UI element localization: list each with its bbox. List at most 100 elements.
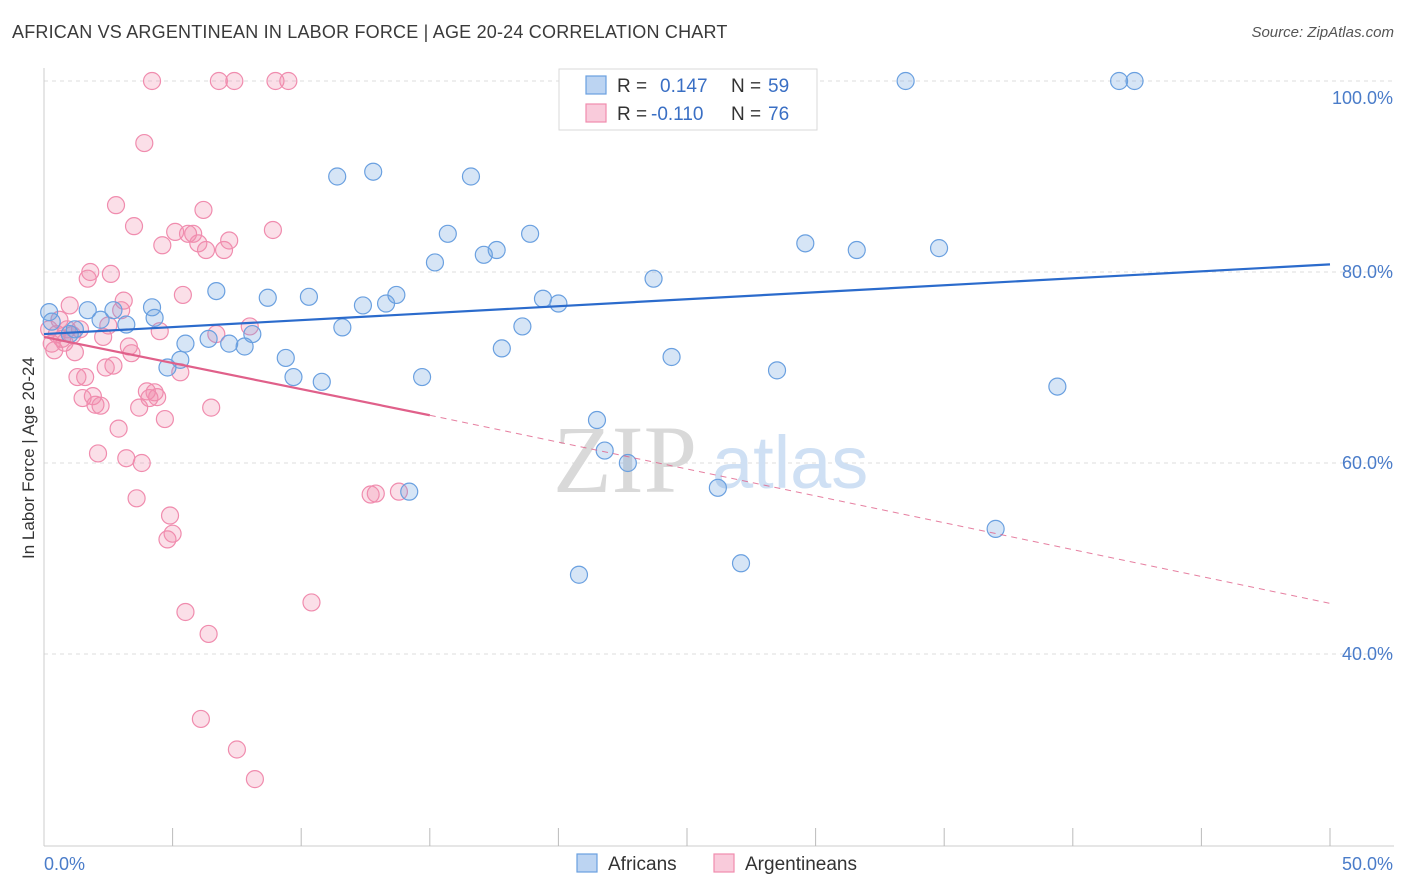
- point-africans-35: [492, 339, 511, 358]
- trend-line-africans: [43, 263, 1331, 336]
- point-argentineans-30: [117, 449, 136, 468]
- point-africans-28: [400, 482, 419, 501]
- point-africans-2: [65, 320, 84, 339]
- watermark-atlas: atlas: [712, 421, 868, 504]
- point-argentineans-19: [88, 444, 108, 463]
- point-africans-55: [1048, 377, 1067, 396]
- point-argentineans-20: [91, 396, 110, 415]
- point-argentineans-42: [148, 388, 167, 407]
- point-argentineans-40: [142, 71, 162, 91]
- point-argentineans-16: [81, 262, 100, 282]
- point-argentineans-64: [220, 231, 239, 250]
- point-africans-17: [258, 288, 277, 307]
- x-tick-label-min: 0.0%: [44, 854, 85, 874]
- series-africans: [40, 71, 1144, 584]
- point-argentineans-10: [65, 343, 84, 362]
- trend-lines: [43, 263, 1331, 604]
- legend-n-value-argentineans: 76: [768, 104, 789, 125]
- point-africans-40: [569, 565, 589, 584]
- legend-r-label-argentineans: R =: [617, 104, 647, 125]
- point-argentineans-48: [163, 524, 182, 543]
- chart-title: AFRICAN VS ARGENTINEAN IN LABOR FORCE | …: [12, 22, 728, 42]
- point-africans-54: [986, 519, 1005, 538]
- legend: R = 0.147 N = 59 R = -0.110 N = 76: [558, 68, 818, 131]
- point-africans-43: [618, 453, 637, 473]
- point-africans-58: [42, 312, 61, 331]
- point-argentineans-8: [60, 296, 79, 315]
- point-argentineans-73: [361, 485, 380, 504]
- point-africans-23: [333, 318, 352, 337]
- point-africans-11: [176, 334, 195, 353]
- point-africans-12: [199, 329, 218, 348]
- point-argentineans-12: [70, 320, 90, 339]
- y-tick-labels: 40.0% 60.0% 80.0% 100.0%: [1332, 88, 1393, 664]
- source-label: Source: ZipAtlas.com: [1251, 24, 1394, 41]
- x-ticks: [172, 828, 1331, 846]
- bottom-legend: Africans Argentineans: [576, 853, 857, 875]
- point-argentineans-54: [184, 224, 203, 243]
- point-argentineans-65: [225, 71, 244, 91]
- y-axis-label: In Labor Force | Age 20-24: [19, 357, 38, 559]
- bottom-legend-label-africans: Africans: [608, 854, 677, 875]
- point-africans-39: [549, 294, 568, 313]
- point-africans-56: [1109, 71, 1129, 91]
- point-argentineans-66: [227, 740, 246, 759]
- point-argentineans-18: [86, 395, 105, 414]
- point-africans-36: [513, 317, 532, 336]
- bottom-legend-swatch-argentineans: [713, 853, 735, 873]
- point-africans-22: [328, 167, 347, 186]
- legend-r-value-argentineans: -0.110: [651, 104, 703, 125]
- point-africans-16: [243, 324, 262, 344]
- point-africans-42: [595, 441, 614, 460]
- point-africans-34: [487, 240, 506, 260]
- watermark-zip: ZIP: [553, 406, 697, 513]
- point-argentineans-34: [127, 489, 146, 508]
- point-argentineans-68: [245, 770, 265, 789]
- point-argentineans-26: [106, 196, 126, 215]
- trend-line-argentineans: [43, 335, 431, 417]
- point-argentineans-59: [199, 624, 218, 644]
- point-africans-29: [412, 367, 432, 387]
- point-argentineans-36: [132, 453, 151, 473]
- point-africans-27: [387, 285, 406, 305]
- point-argentineans-11: [68, 367, 87, 387]
- point-argentineans-72: [302, 593, 321, 612]
- legend-n-label-africans: N =: [731, 76, 761, 97]
- point-africans-30: [425, 253, 445, 272]
- point-argentineans-44: [153, 236, 172, 255]
- point-argentineans-52: [176, 602, 195, 622]
- point-argentineans-58: [196, 240, 216, 260]
- point-africans-25: [364, 162, 383, 181]
- bottom-legend-label-argentineans: Argentineans: [745, 854, 857, 875]
- point-argentineans-51: [173, 285, 192, 305]
- x-tick-label-max: 50.0%: [1342, 854, 1393, 874]
- point-africans-46: [662, 347, 681, 367]
- point-argentineans-37: [135, 133, 154, 153]
- point-africans-32: [461, 167, 481, 186]
- legend-r-label-africans: R =: [617, 76, 647, 97]
- point-africans-48: [731, 554, 751, 573]
- legend-n-value-africans: 59: [768, 76, 789, 97]
- point-africans-7: [142, 298, 162, 317]
- point-argentineans-25: [104, 356, 123, 375]
- point-argentineans-45: [155, 409, 174, 429]
- point-argentineans-71: [279, 71, 298, 91]
- point-africans-37: [521, 224, 540, 243]
- point-argentineans-70: [266, 71, 285, 91]
- point-africans-24: [353, 296, 373, 315]
- point-argentineans-75: [389, 482, 409, 501]
- point-africans-13: [207, 282, 226, 301]
- point-africans-50: [796, 234, 815, 253]
- point-argentineans-27: [109, 419, 128, 438]
- point-argentineans-74: [366, 484, 385, 503]
- point-africans-5: [104, 301, 123, 320]
- point-argentineans-46: [158, 530, 177, 549]
- point-argentineans-47: [160, 506, 180, 525]
- point-argentineans-63: [214, 240, 234, 260]
- legend-swatch-africans: [585, 75, 607, 95]
- point-africans-51: [847, 240, 866, 260]
- point-argentineans-39: [140, 388, 159, 408]
- gridlines: [44, 80, 1394, 655]
- point-africans-41: [587, 410, 607, 430]
